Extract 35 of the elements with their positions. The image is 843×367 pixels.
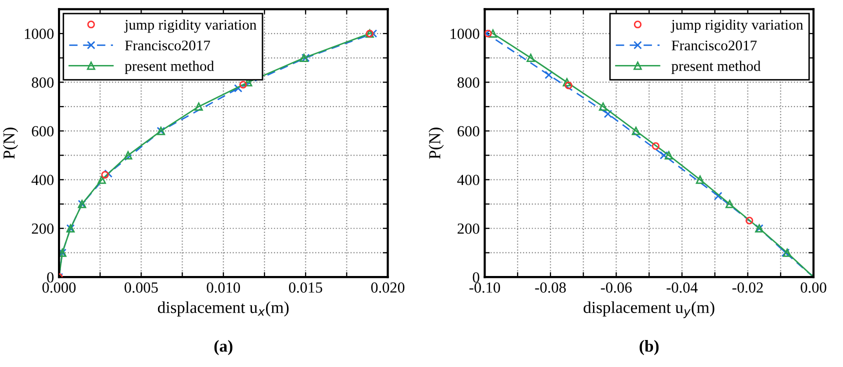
x-tick-label: -0.10 xyxy=(469,282,500,293)
y-tick-label: 800 xyxy=(32,77,54,88)
x-tick-label: 0.00 xyxy=(800,282,826,293)
y-tick-label: 800 xyxy=(458,77,480,88)
legend-label: Francisco2017 xyxy=(672,40,757,50)
y-tick-label: 600 xyxy=(32,126,54,136)
x-tick-label: 0.005 xyxy=(124,282,158,293)
legend-label: present method xyxy=(671,60,761,74)
y-tick-label: 400 xyxy=(457,174,480,186)
y-tick-label: 0 xyxy=(47,272,54,283)
y-tick-label: 200 xyxy=(32,224,54,234)
legend-label: present method xyxy=(124,60,214,74)
x-tick-label: -0.04 xyxy=(666,282,698,293)
x-tick-label: -0.08 xyxy=(535,282,566,293)
y-tick-label: 0 xyxy=(472,272,480,283)
x-tick-label: 0.015 xyxy=(288,282,322,293)
x-tick-label: 0.000 xyxy=(42,282,76,293)
y-tick-label: 1000 xyxy=(450,28,480,39)
x-axis-title: displacement u$_{y}$(m) xyxy=(584,301,714,318)
y-tick-label: 600 xyxy=(458,126,480,136)
y-tick-label: 1000 xyxy=(24,28,54,39)
y-tick-label: 200 xyxy=(458,224,480,234)
x-tick-label: 0.010 xyxy=(206,282,240,293)
y-axis-title: P(N) xyxy=(428,128,444,159)
text: (b) xyxy=(640,340,659,356)
legend-label: jump rigidity variation xyxy=(670,19,804,33)
text: (a) xyxy=(214,340,232,356)
legend-label: jump rigidity variation xyxy=(124,19,256,33)
y-tick-label: 400 xyxy=(32,174,54,186)
x-tick-label: -0.02 xyxy=(732,282,763,293)
x-tick-label: -0.06 xyxy=(600,282,632,293)
y-axis-title: P(N) xyxy=(2,128,18,159)
legend-label: Francisco2017 xyxy=(125,40,210,50)
x-axis-title: displacement u$_{x}$(m) xyxy=(158,301,289,316)
x-tick-label: 0.020 xyxy=(371,282,404,293)
